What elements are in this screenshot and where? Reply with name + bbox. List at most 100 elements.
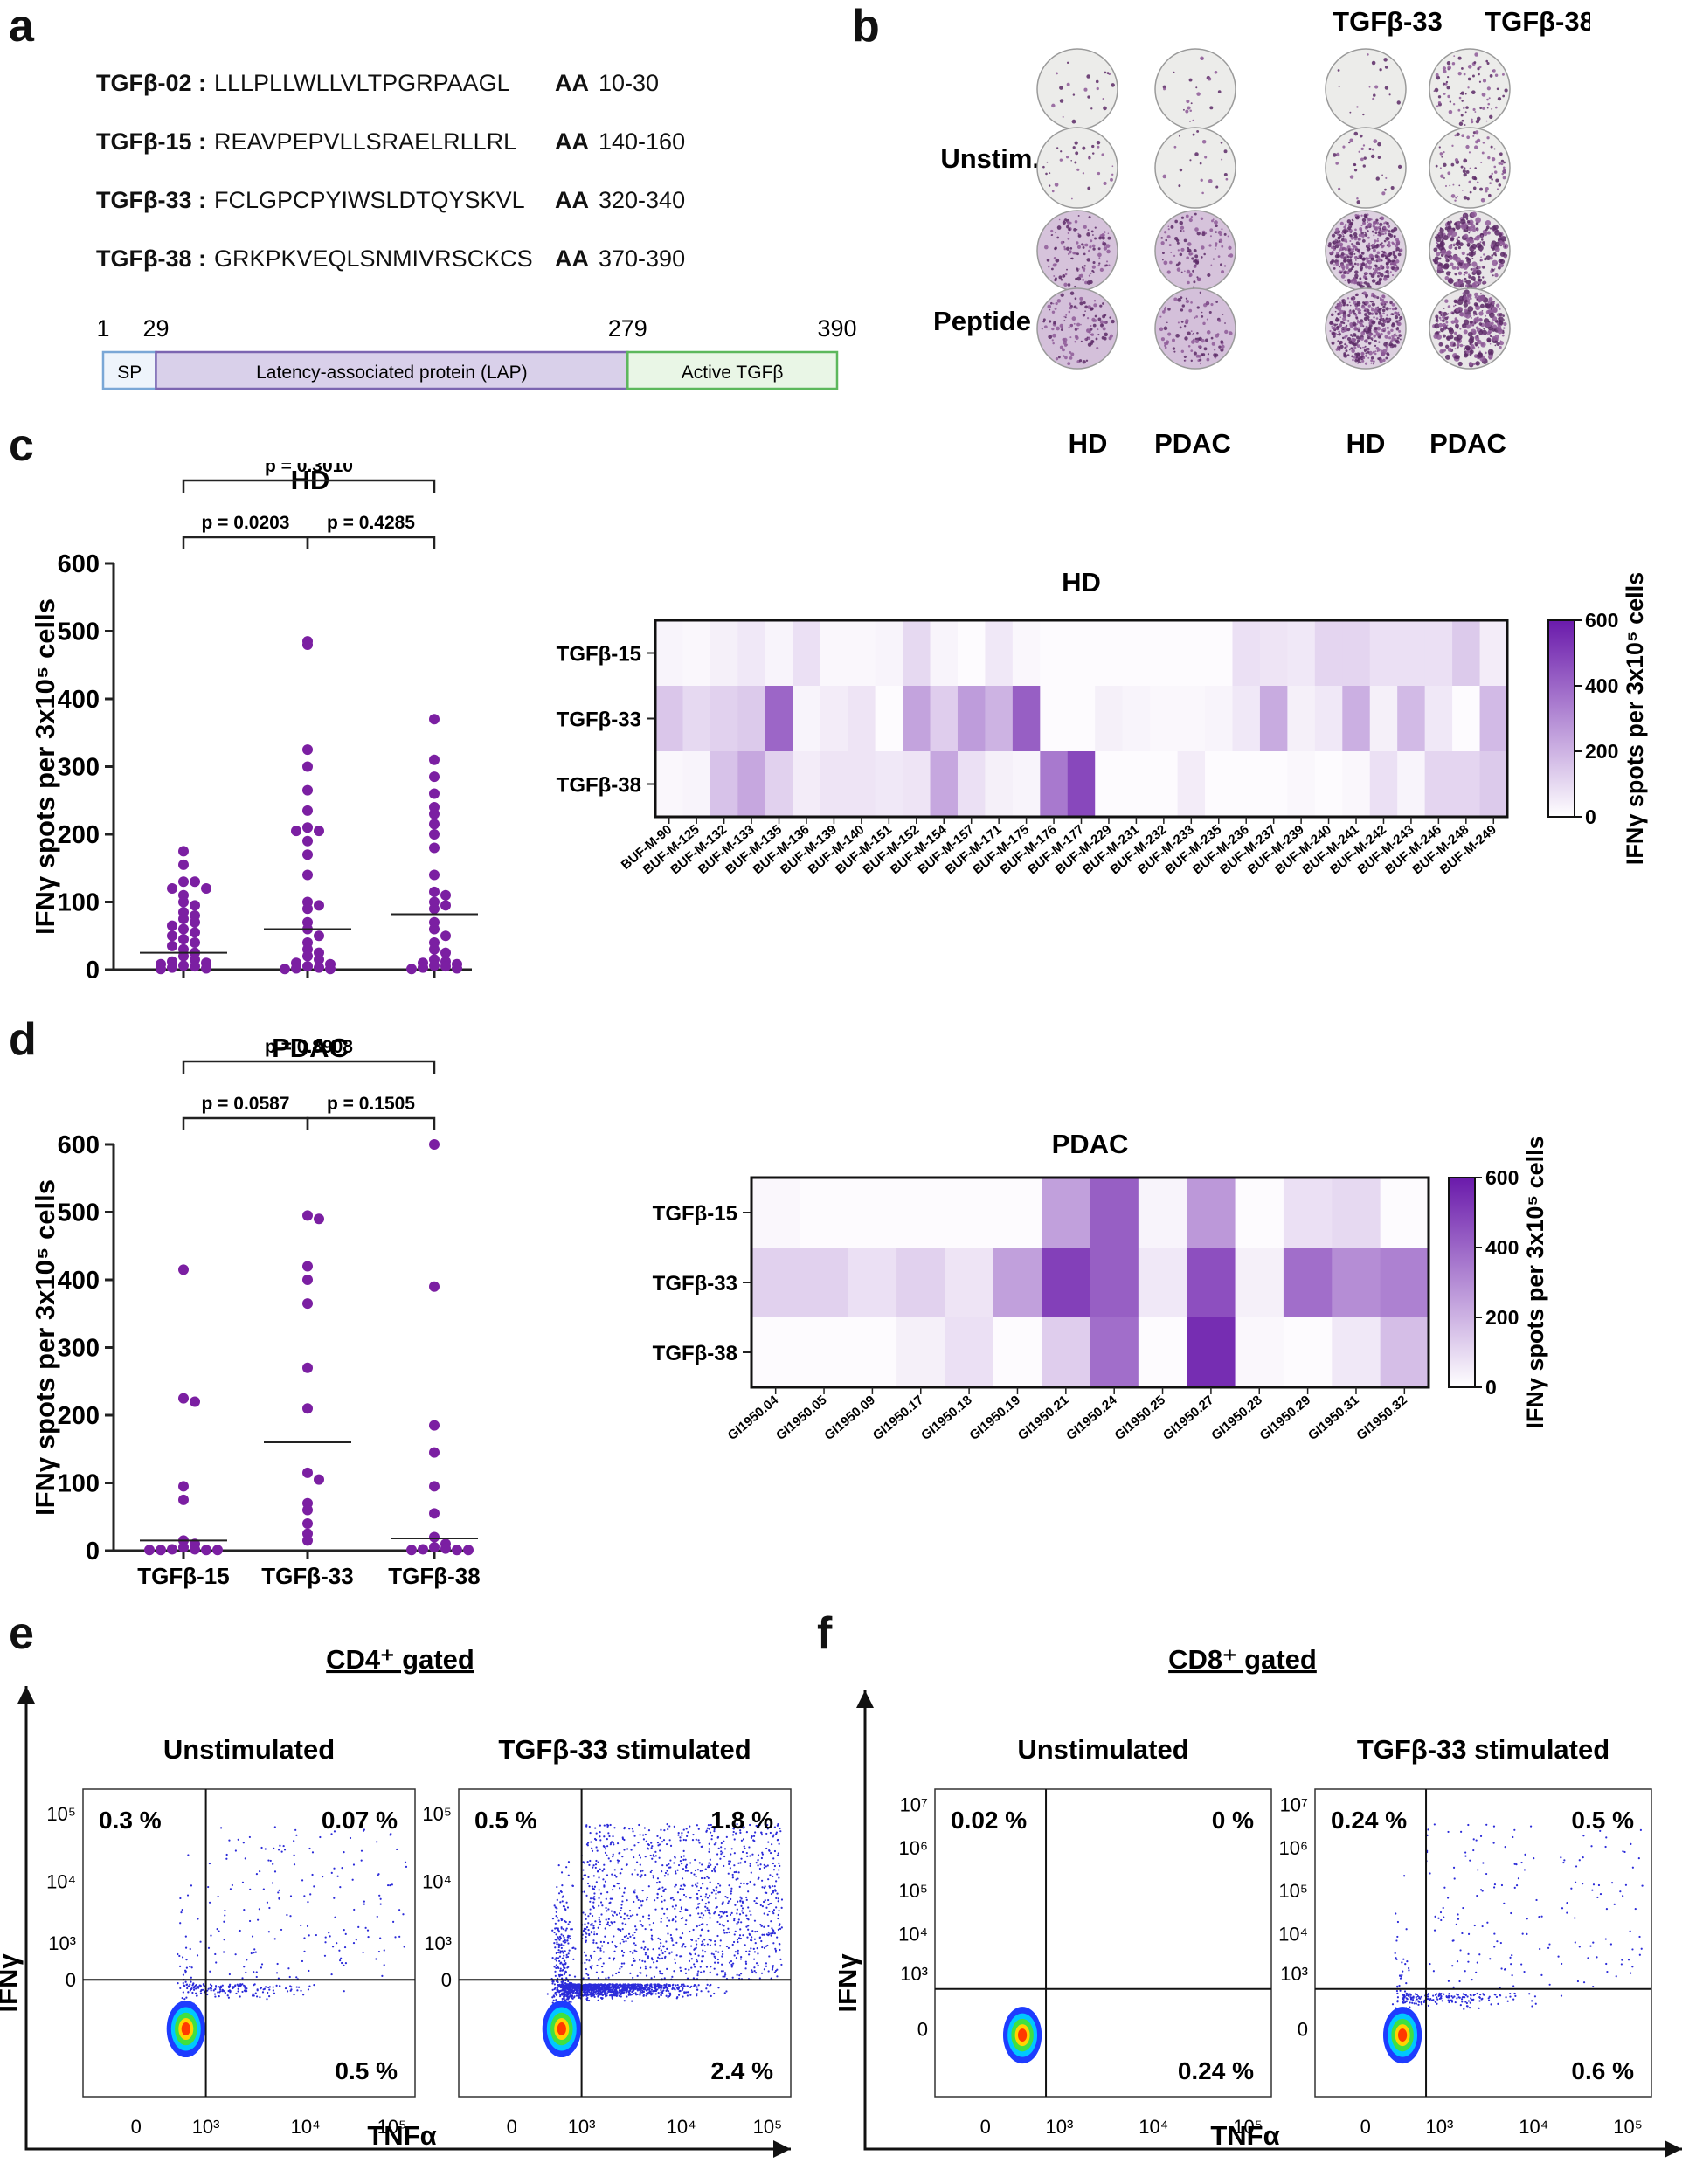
event-dot — [177, 1981, 179, 1985]
event-dot — [590, 1992, 592, 1994]
event-dot — [719, 1945, 722, 1947]
event-dot — [330, 1973, 333, 1976]
elispot-spot — [1339, 271, 1343, 274]
elispot-spot — [1385, 176, 1388, 179]
elispot-spot — [1465, 144, 1470, 149]
event-dot — [192, 1987, 196, 1989]
elispot-spot — [1196, 92, 1201, 96]
elispot-spot — [1334, 254, 1339, 259]
event-dot — [654, 1993, 657, 1995]
elispot-spot — [1183, 355, 1187, 358]
elispot-spot — [1104, 321, 1107, 324]
elispot-spot — [1389, 301, 1393, 305]
event-dot — [184, 1972, 187, 1974]
elispot-spot — [1457, 271, 1463, 276]
event-dot — [737, 1949, 739, 1952]
data-point — [190, 916, 200, 928]
event-dot — [753, 1883, 756, 1886]
elispot-spot — [1349, 251, 1354, 256]
event-dot — [632, 1952, 634, 1955]
elispot-spot — [1099, 320, 1104, 325]
event-dot — [611, 1940, 613, 1944]
data-point — [429, 1281, 440, 1292]
elispot-spot — [1442, 314, 1446, 320]
elispot-spot — [1473, 238, 1477, 241]
event-dot — [757, 1854, 760, 1856]
elispot-spot — [1496, 303, 1500, 308]
event-dot — [656, 1893, 659, 1896]
event-dot — [212, 1989, 215, 1992]
elispot-spot — [1227, 254, 1230, 258]
event-dot — [563, 1997, 565, 2001]
flow-plot-frame — [458, 1788, 792, 2098]
elispot-spot — [1360, 224, 1363, 227]
elispot-spot — [1372, 225, 1375, 228]
heatmap-cell — [682, 620, 711, 687]
event-dot — [639, 1863, 641, 1866]
heatmap-col-label: GI1950.04 — [725, 1393, 782, 1443]
elispot-spot — [1370, 154, 1375, 159]
event-dot — [662, 1989, 665, 1992]
elispot-spot — [1443, 162, 1447, 168]
elispot-spot — [1082, 278, 1085, 281]
elispot-spot — [1076, 276, 1082, 281]
elispot-spot — [1440, 249, 1447, 256]
data-point — [212, 1545, 223, 1556]
event-dot — [633, 1869, 636, 1871]
heatmap-cell — [800, 1248, 849, 1318]
elispot-spot — [1070, 352, 1075, 356]
elispot-spot — [1435, 164, 1438, 168]
elispot-spot — [1094, 226, 1097, 229]
elispot-spot — [1385, 237, 1389, 241]
elispot-spot — [1391, 313, 1395, 316]
event-dot — [582, 1861, 585, 1863]
event-dot — [681, 1946, 683, 1948]
elispot-spot — [1352, 309, 1355, 314]
event-dot — [235, 1992, 238, 1995]
event-dot — [751, 1939, 753, 1942]
event-dot — [661, 1900, 663, 1903]
elispot-spot — [1376, 308, 1381, 313]
elispot-spot — [1065, 343, 1069, 346]
event-dot — [623, 1935, 626, 1938]
event-dot — [640, 1874, 643, 1876]
event-dot — [737, 1877, 739, 1880]
event-dot — [636, 1974, 639, 1977]
elispot-spot — [1496, 87, 1499, 91]
event-dot — [375, 1958, 377, 1960]
data-point — [418, 962, 428, 973]
event-dot — [379, 1903, 382, 1905]
elispot-spot — [1079, 273, 1083, 278]
elispot-spot — [1365, 262, 1367, 265]
elispot-spot — [1396, 336, 1400, 340]
peptide-sequence: LLLPLLWLLVLTPGRPAAGL — [214, 70, 510, 96]
event-dot — [566, 1939, 569, 1942]
event-dot — [302, 1994, 305, 1996]
elispot-spot — [1396, 321, 1401, 326]
elispot-spot — [1195, 354, 1200, 358]
event-dot — [621, 1895, 624, 1897]
elispot-spot — [1367, 257, 1370, 260]
elispot-spot — [1482, 241, 1485, 245]
elispot-spot — [1183, 270, 1186, 273]
elispot-spot — [1474, 295, 1478, 299]
data-point — [302, 1261, 313, 1272]
heatmap-cell — [993, 1178, 1042, 1248]
event-dot — [585, 1967, 587, 1971]
event-dot — [651, 1939, 654, 1941]
elispot-spot — [1481, 309, 1484, 312]
elispot-spot — [1338, 187, 1341, 190]
elispot-spot — [1494, 340, 1498, 343]
elispot-spot — [1203, 252, 1206, 256]
event-dot — [765, 1962, 768, 1965]
elispot-spot — [1346, 263, 1350, 266]
elispot-spot — [1356, 344, 1360, 348]
event-dot — [723, 1840, 725, 1842]
event-dot — [725, 1835, 728, 1838]
elispot-spot — [1177, 321, 1180, 324]
elispot-spot — [1385, 345, 1388, 349]
data-point — [302, 805, 313, 816]
event-dot — [747, 1925, 750, 1927]
elispot-spot — [1353, 346, 1357, 349]
event-dot — [695, 1907, 698, 1910]
